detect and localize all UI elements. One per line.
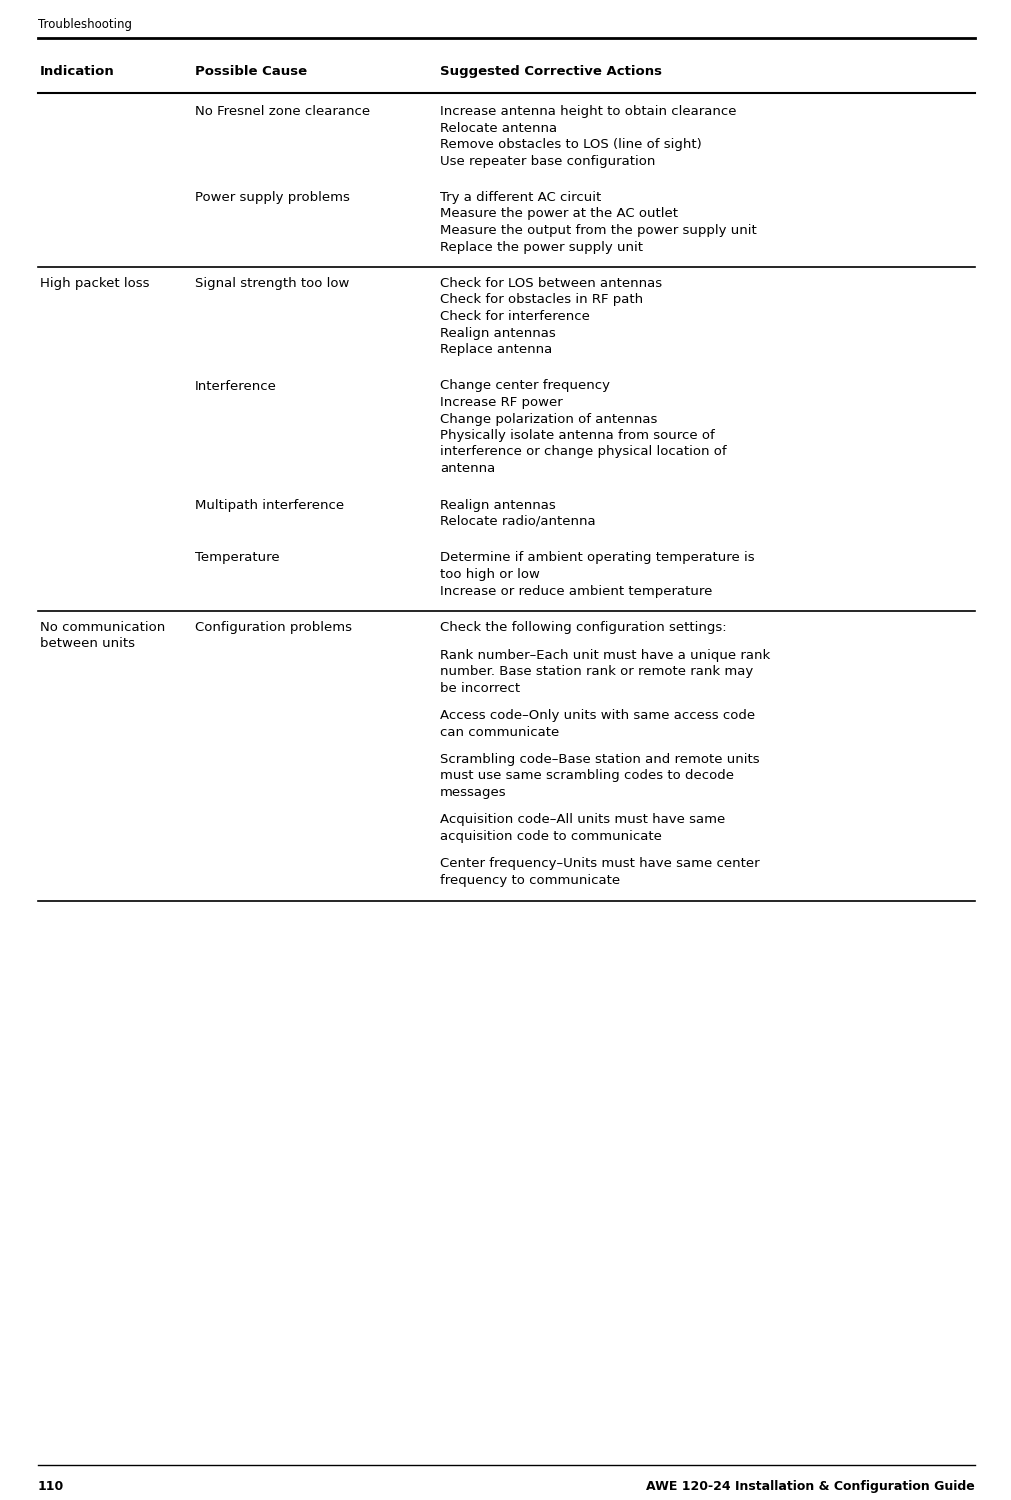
Text: antenna: antenna: [440, 462, 494, 476]
Text: Replace the power supply unit: Replace the power supply unit: [440, 240, 642, 254]
Text: High packet loss: High packet loss: [40, 278, 150, 290]
Text: Measure the power at the AC outlet: Measure the power at the AC outlet: [440, 207, 677, 220]
Text: Access code–Only units with same access code: Access code–Only units with same access …: [440, 710, 754, 722]
Text: can communicate: can communicate: [440, 726, 559, 738]
Text: number. Base station rank or remote rank may: number. Base station rank or remote rank…: [440, 664, 752, 678]
Text: Configuration problems: Configuration problems: [195, 621, 352, 634]
Text: Relocate radio/antenna: Relocate radio/antenna: [440, 514, 595, 528]
Text: Power supply problems: Power supply problems: [195, 190, 350, 204]
Text: too high or low: too high or low: [440, 568, 539, 580]
Text: Suggested Corrective Actions: Suggested Corrective Actions: [440, 64, 661, 78]
Text: Physically isolate antenna from source of: Physically isolate antenna from source o…: [440, 429, 714, 442]
Text: interference or change physical location of: interference or change physical location…: [440, 446, 726, 459]
Text: Rank number–Each unit must have a unique rank: Rank number–Each unit must have a unique…: [440, 648, 769, 662]
Text: Check the following configuration settings:: Check the following configuration settin…: [440, 621, 726, 634]
Text: Relocate antenna: Relocate antenna: [440, 122, 557, 135]
Text: No Fresnel zone clearance: No Fresnel zone clearance: [195, 105, 370, 118]
Text: Replace antenna: Replace antenna: [440, 344, 552, 355]
Text: Signal strength too low: Signal strength too low: [195, 278, 349, 290]
Text: Remove obstacles to LOS (line of sight): Remove obstacles to LOS (line of sight): [440, 138, 701, 152]
Text: Determine if ambient operating temperature is: Determine if ambient operating temperatu…: [440, 552, 754, 564]
Text: Increase or reduce ambient temperature: Increase or reduce ambient temperature: [440, 585, 712, 597]
Text: Troubleshooting: Troubleshooting: [38, 18, 131, 32]
Text: Change center frequency: Change center frequency: [440, 380, 610, 393]
Text: Measure the output from the power supply unit: Measure the output from the power supply…: [440, 224, 756, 237]
Text: Change polarization of antennas: Change polarization of antennas: [440, 413, 657, 426]
Text: Temperature: Temperature: [195, 552, 279, 564]
Text: Center frequency–Units must have same center: Center frequency–Units must have same ce…: [440, 858, 759, 870]
Text: acquisition code to communicate: acquisition code to communicate: [440, 830, 661, 843]
Text: Use repeater base configuration: Use repeater base configuration: [440, 154, 655, 168]
Text: Possible Cause: Possible Cause: [195, 64, 306, 78]
Text: No communication
between units: No communication between units: [40, 621, 165, 650]
Text: Realign antennas: Realign antennas: [440, 498, 555, 512]
Text: frequency to communicate: frequency to communicate: [440, 874, 620, 886]
Text: Check for interference: Check for interference: [440, 310, 589, 322]
Text: Interference: Interference: [195, 380, 277, 393]
Text: AWE 120-24 Installation & Configuration Guide: AWE 120-24 Installation & Configuration …: [646, 1480, 974, 1492]
Text: Check for obstacles in RF path: Check for obstacles in RF path: [440, 294, 642, 306]
Text: Indication: Indication: [40, 64, 114, 78]
Text: messages: messages: [440, 786, 507, 800]
Text: Increase antenna height to obtain clearance: Increase antenna height to obtain cleara…: [440, 105, 736, 118]
Text: Check for LOS between antennas: Check for LOS between antennas: [440, 278, 661, 290]
Text: be incorrect: be incorrect: [440, 681, 520, 694]
Text: Try a different AC circuit: Try a different AC circuit: [440, 190, 601, 204]
Text: must use same scrambling codes to decode: must use same scrambling codes to decode: [440, 770, 733, 783]
Text: Scrambling code–Base station and remote units: Scrambling code–Base station and remote …: [440, 753, 759, 766]
Text: Realign antennas: Realign antennas: [440, 327, 555, 339]
Text: Acquisition code–All units must have same: Acquisition code–All units must have sam…: [440, 813, 725, 826]
Text: Increase RF power: Increase RF power: [440, 396, 562, 410]
Text: Multipath interference: Multipath interference: [195, 498, 344, 512]
Text: 110: 110: [38, 1480, 64, 1492]
